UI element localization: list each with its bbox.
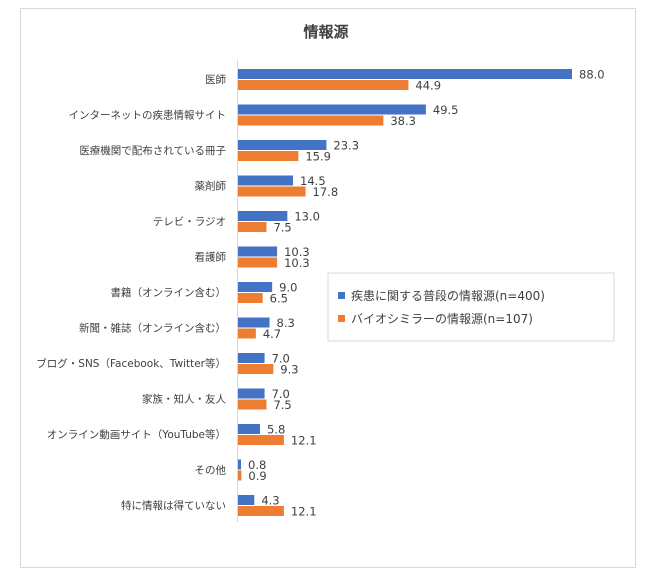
bar-series-2: [238, 435, 284, 445]
bar-series-2: [238, 293, 263, 303]
data-label-series-1: 14.5: [300, 174, 326, 188]
data-label-series-2: 7.5: [273, 221, 291, 235]
data-label-series-1: 5.8: [267, 423, 285, 437]
data-label-series-1: 88.0: [579, 68, 605, 82]
data-label-series-1: 9.0: [279, 281, 297, 295]
legend-label-series-2: バイオシミラーの情報源(n=107): [351, 312, 533, 326]
bar-series-2: [238, 257, 278, 268]
data-label-series-2: 15.9: [305, 150, 331, 164]
legend: 疾患に関する普段の情報源(n=400) バイオシミラーの情報源(n=107): [327, 272, 615, 342]
chart-title: 情報源: [303, 23, 348, 41]
data-label-series-1: 7.0: [272, 387, 290, 401]
bar-series-1: [238, 69, 572, 79]
data-label-series-1: 13.0: [294, 210, 320, 224]
data-label-series-1: 0.8: [248, 458, 266, 472]
category-label: テレビ・ラジオ: [153, 216, 226, 228]
data-label-series-1: 23.3: [333, 139, 359, 153]
bar-series-2: [238, 328, 256, 339]
data-label-series-2: 6.5: [270, 292, 288, 306]
category-label: 医師: [205, 73, 226, 86]
data-label-series-1: 10.3: [284, 245, 310, 259]
bar-series-1: [238, 424, 261, 434]
category-label: 医療機関で配布されている冊子: [79, 144, 226, 157]
bar-series-2: [238, 506, 284, 516]
data-label-series-1: 4.3: [261, 494, 279, 508]
legend-swatch-series-2: [338, 315, 345, 322]
data-label-series-2: 44.9: [415, 79, 441, 93]
bar-series-2: [238, 115, 384, 126]
bar-series-1: [238, 495, 255, 505]
bar-series-2: [238, 399, 267, 410]
category-label: オンライン動画サイト（YouTube等）: [47, 428, 226, 441]
bar-series-1: [238, 459, 242, 470]
category-label: ブログ・SNS（Facebook、Twitter等）: [36, 357, 226, 370]
category-label: 新聞・雑誌（オンライン含む）: [79, 322, 226, 335]
data-label-series-2: 7.5: [273, 398, 291, 412]
bar-series-2: [238, 222, 267, 232]
legend-label-series-1: 疾患に関する普段の情報源(n=400): [351, 288, 545, 303]
bar-series-1: [238, 353, 265, 363]
bar-series-2: [238, 151, 299, 161]
bar-series-1: [238, 175, 294, 186]
bar-series-1: [238, 104, 426, 115]
data-label-series-1: 49.5: [433, 103, 459, 117]
data-label-series-2: 4.7: [263, 327, 281, 341]
bar-series-2: [238, 364, 274, 374]
data-label-series-2: 12.1: [291, 505, 317, 519]
bar-series-1: [238, 211, 288, 221]
data-label-series-2: 12.1: [291, 434, 317, 448]
data-label-series-2: 38.3: [390, 114, 416, 128]
category-label: その他: [195, 464, 227, 477]
bar-series-1: [238, 388, 265, 399]
data-label-series-1: 7.0: [272, 352, 290, 366]
bar-series-2: [238, 186, 306, 197]
bar-series-1: [238, 140, 327, 150]
category-label: 看護師: [195, 251, 227, 264]
category-label: 書籍（オンライン含む）: [111, 286, 227, 299]
category-label: 薬剤師: [195, 180, 227, 193]
data-label-series-2: 9.3: [280, 363, 298, 377]
data-label-series-1: 8.3: [277, 316, 295, 330]
bar-series-1: [238, 246, 278, 257]
category-label: インターネットの疾患情報サイト: [69, 109, 227, 122]
bars-layer: 医師 88.0 44.9 インターネットの疾患情報サイト 49.5 38.3 医療機関で配布…: [36, 68, 604, 519]
data-label-series-2: 17.8: [313, 185, 339, 199]
legend-box: [327, 272, 615, 342]
category-label: 特に情報は得ていない: [121, 499, 226, 512]
data-label-series-2: 0.9: [248, 469, 266, 483]
legend-swatch-series-1: [338, 292, 345, 299]
bar-series-1: [238, 282, 273, 292]
data-label-series-2: 10.3: [284, 256, 310, 270]
category-label: 家族・知人・友人: [142, 393, 226, 406]
bar-series-2: [238, 470, 242, 481]
bar-series-2: [238, 80, 409, 90]
bar-series-1: [238, 317, 270, 328]
